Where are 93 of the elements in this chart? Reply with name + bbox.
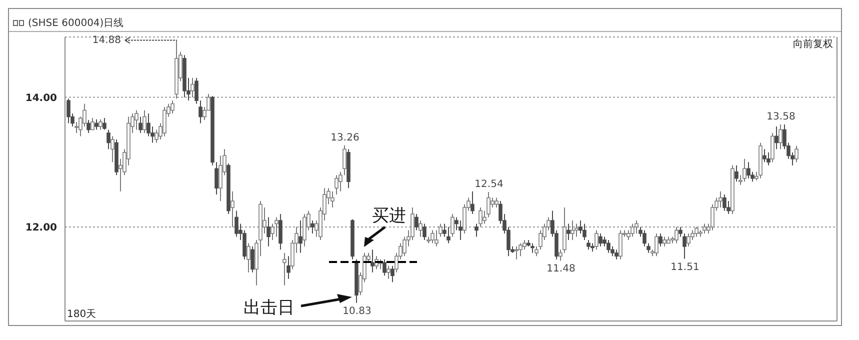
candlestick xyxy=(234,210,238,238)
candlestick xyxy=(274,216,278,238)
candlestick xyxy=(606,239,610,254)
candlestick xyxy=(586,239,590,250)
candlestick xyxy=(190,77,194,98)
candlestick xyxy=(794,145,798,163)
candlestick xyxy=(86,119,90,134)
candlestick xyxy=(682,232,686,260)
chart-title: (SHSE 600004)日线 xyxy=(28,16,124,30)
annotation: 14.88 xyxy=(92,35,121,46)
candlestick xyxy=(614,249,618,260)
candlestick xyxy=(662,236,666,247)
candlestick xyxy=(102,118,106,130)
candlestick xyxy=(370,249,374,273)
candlestick xyxy=(434,230,438,247)
candlestick xyxy=(694,226,698,238)
annotation: 13.58 xyxy=(766,112,796,123)
candlestick xyxy=(90,118,94,130)
candlestick xyxy=(598,232,602,247)
candlestick xyxy=(594,230,598,250)
annotation: 买进 xyxy=(372,206,406,226)
candlestick xyxy=(574,223,578,238)
candlestick xyxy=(330,190,334,208)
candlestick xyxy=(66,98,70,124)
candlestick xyxy=(702,223,706,234)
candlestick xyxy=(746,162,750,179)
candlestick xyxy=(282,252,286,286)
candlestick xyxy=(134,110,138,130)
candlestick xyxy=(630,223,634,238)
y-tick-label: 14.00 xyxy=(25,92,58,104)
annotation: 11.48 xyxy=(546,264,576,275)
candlestick xyxy=(334,174,338,196)
candlestick xyxy=(138,116,142,134)
candlestick xyxy=(470,190,474,215)
candlestick xyxy=(418,220,422,238)
annotation: 出击日 xyxy=(244,298,294,318)
candlestick xyxy=(278,214,282,250)
candlestick xyxy=(110,136,114,163)
candlestick xyxy=(658,232,662,247)
candlestick xyxy=(390,265,394,283)
annotation: 180天 xyxy=(67,309,96,320)
annotation: 向前复权 xyxy=(793,38,833,50)
candlestick xyxy=(634,220,638,234)
candlestick xyxy=(686,232,690,247)
candlestick xyxy=(386,265,390,280)
annotation: 10.83 xyxy=(342,306,372,317)
candlestick xyxy=(570,220,574,240)
candlestick xyxy=(98,118,102,130)
candlestick xyxy=(170,100,174,114)
candlestick xyxy=(414,214,418,231)
candlestick xyxy=(450,214,454,238)
candlestick xyxy=(458,220,462,240)
candlestick xyxy=(106,129,110,150)
candlestick xyxy=(286,256,290,280)
candlestick xyxy=(162,106,166,137)
candlestick xyxy=(514,246,518,260)
candlestick xyxy=(530,242,534,254)
candlestick xyxy=(742,158,746,182)
candlestick xyxy=(230,190,234,228)
candlestick xyxy=(250,246,254,273)
candlestick xyxy=(722,194,726,212)
annotation: 13.26 xyxy=(330,132,360,144)
candlestick xyxy=(246,242,250,273)
candlestick xyxy=(674,226,678,244)
candlestick xyxy=(618,230,622,260)
candlestick xyxy=(734,164,738,182)
candlestick xyxy=(430,230,434,244)
candlestick xyxy=(478,207,482,228)
candlestick xyxy=(474,223,478,238)
candlestick xyxy=(266,216,270,247)
candlestick xyxy=(654,232,658,257)
candlestick xyxy=(94,118,98,130)
candlestick xyxy=(770,132,774,163)
y-tick-label: 12.00 xyxy=(25,222,58,234)
candlestick xyxy=(74,121,78,134)
candlestick xyxy=(774,126,778,150)
candlestick xyxy=(582,223,586,240)
candlestick xyxy=(422,223,426,240)
candlestick xyxy=(494,197,498,208)
candlestick xyxy=(762,148,766,163)
candlestick xyxy=(446,226,450,244)
annotation: 11.51 xyxy=(670,262,700,273)
annotation: 12.54 xyxy=(474,178,504,190)
candlestick xyxy=(518,242,522,257)
candlestick xyxy=(142,110,146,134)
candlestick xyxy=(310,220,314,234)
candlestick xyxy=(298,220,302,254)
candlestick xyxy=(778,124,782,150)
candlestick xyxy=(566,223,570,240)
candlestick xyxy=(302,214,306,247)
candlestick xyxy=(382,258,386,276)
candlestick xyxy=(766,152,770,166)
candlestick xyxy=(718,190,722,208)
